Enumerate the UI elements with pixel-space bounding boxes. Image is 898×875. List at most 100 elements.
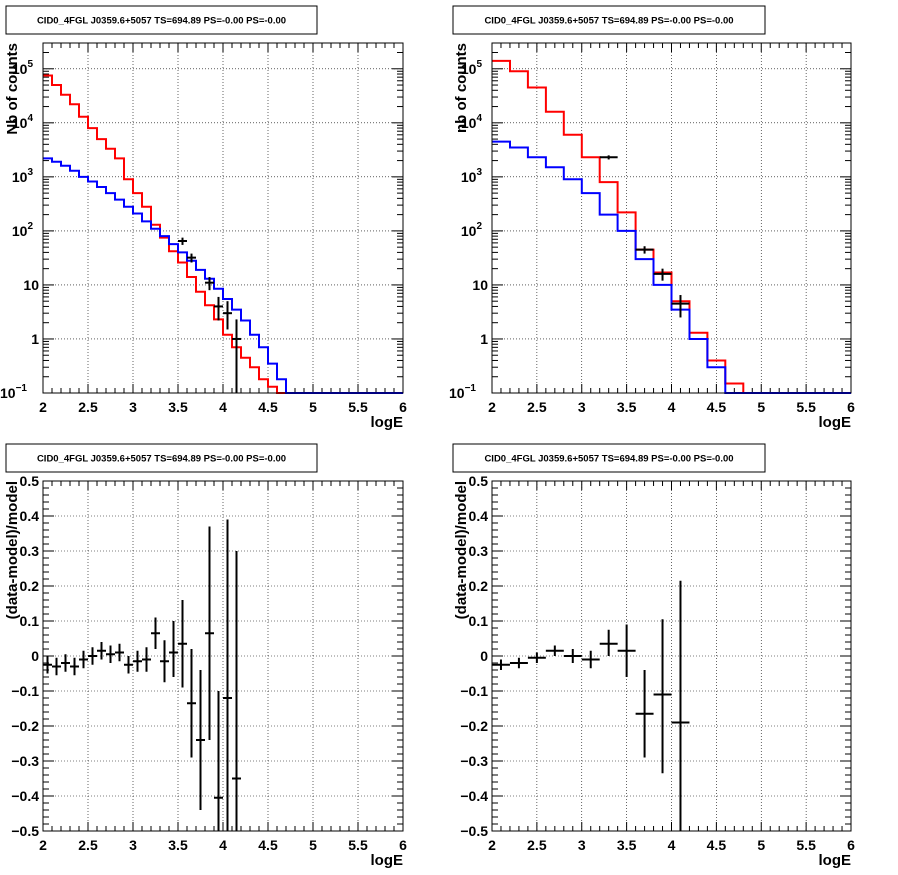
y-axis-label: (data-model)/model xyxy=(4,481,21,619)
data-point xyxy=(635,670,654,758)
chart-title: CID0_4FGL J0359.6+5057 TS=694.89 PS=-0.0… xyxy=(484,454,733,465)
data-point xyxy=(196,670,205,810)
x-tick-label: 3 xyxy=(578,399,586,415)
x-axis-label: logE xyxy=(819,414,852,431)
data-point xyxy=(653,619,672,774)
y-tick-label: −0.4 xyxy=(460,788,488,804)
data-point xyxy=(214,296,223,321)
y-tick-label: 0 xyxy=(480,648,488,664)
y-tick-exponent: 4 xyxy=(27,113,33,124)
y-tick-label: 0.3 xyxy=(20,543,40,559)
data-point xyxy=(671,580,690,831)
chart-title: CID0_4FGL J0359.6+5057 TS=694.89 PS=-0.0… xyxy=(484,16,733,27)
y-tick-label: −0.1 xyxy=(460,683,488,699)
y-tick-label: 1 xyxy=(480,331,488,347)
data-point xyxy=(187,649,196,758)
data-point xyxy=(635,246,654,254)
chart-title: CID0_4FGL J0359.6+5057 TS=694.89 PS=-0.0… xyxy=(37,16,286,27)
data-point xyxy=(160,640,169,683)
data-point xyxy=(232,551,241,831)
x-tick-label: 2 xyxy=(488,399,496,415)
y-tick-label: 0.1 xyxy=(20,613,40,629)
y-tick-label: −0.2 xyxy=(11,718,39,734)
data-point xyxy=(124,656,133,674)
y-tick-label: 10 xyxy=(23,277,39,293)
y-tick-label: 10−1 xyxy=(0,383,27,401)
x-tick-label: 3.5 xyxy=(617,399,637,415)
data-point xyxy=(653,268,672,281)
data-point xyxy=(223,301,232,330)
data-point xyxy=(187,253,196,263)
data-point xyxy=(599,155,618,160)
y-tick-label: 0.2 xyxy=(469,578,489,594)
y-tick-exponent: 5 xyxy=(27,59,33,70)
data-point xyxy=(178,600,187,688)
x-tick-label: 5.5 xyxy=(348,399,368,415)
y-tick-label: 102 xyxy=(461,221,483,239)
x-tick-label: 5.5 xyxy=(348,837,368,853)
data-point xyxy=(205,277,214,291)
x-tick-label: 5 xyxy=(757,837,765,853)
data-point xyxy=(151,617,160,649)
plot-frame xyxy=(491,480,852,832)
x-tick-label: 3 xyxy=(578,837,586,853)
y-tick-exponent: 2 xyxy=(476,221,482,232)
title-box xyxy=(452,5,766,35)
plot-frame xyxy=(42,480,404,832)
x-tick-label: 4 xyxy=(219,837,227,853)
data-point xyxy=(97,642,106,660)
x-tick-label: 3.5 xyxy=(168,837,188,853)
data-point xyxy=(115,643,124,662)
x-tick-label: 6 xyxy=(399,399,407,415)
y-tick-label: −0.2 xyxy=(460,718,488,734)
data-point xyxy=(88,647,97,665)
x-tick-label: 5.5 xyxy=(796,399,816,415)
y-tick-exponent: 2 xyxy=(27,221,33,232)
x-tick-label: 4.5 xyxy=(258,399,278,415)
x-tick-label: 5.5 xyxy=(796,837,816,853)
data-point xyxy=(43,656,52,674)
y-tick-label: 1 xyxy=(31,331,39,347)
x-tick-label: 5 xyxy=(757,399,765,415)
y-tick-label: 0 xyxy=(31,648,39,664)
y-tick-label: −0.3 xyxy=(460,753,488,769)
y-tick-label: −0.5 xyxy=(460,823,488,839)
x-tick-label: 4.5 xyxy=(707,399,727,415)
y-tick-exponent: −1 xyxy=(16,383,28,394)
y-tick-label: 10 xyxy=(472,277,488,293)
y-axis-label: (data-model)/model xyxy=(453,481,470,619)
x-tick-label: 6 xyxy=(847,399,855,415)
y-axis-label: nb of counts xyxy=(453,43,470,133)
x-axis-label: logE xyxy=(371,852,404,869)
x-tick-label: 3 xyxy=(129,399,137,415)
title-box xyxy=(5,443,318,473)
y-tick-exponent: 5 xyxy=(476,59,482,70)
x-tick-label: 2.5 xyxy=(78,399,98,415)
y-tick-label: −0.1 xyxy=(11,683,39,699)
data-point xyxy=(214,691,223,831)
plot-frame xyxy=(42,42,404,394)
x-axis-label: logE xyxy=(371,414,404,431)
x-tick-label: 2.5 xyxy=(78,837,98,853)
x-tick-label: 4 xyxy=(668,399,676,415)
x-tick-label: 4 xyxy=(219,399,227,415)
panel-1: 2 2.5 3 3.5 4 4.5 5 5.5 610−1110102103104105logE… xyxy=(0,5,407,431)
panel-4: 2 2.5 3 3.5 4 4.5 5 5.5 6 −0.5 −0.4 −0.3 −0.2 −0.1 0 0.… xyxy=(452,443,855,869)
x-tick-label: 2 xyxy=(39,837,47,853)
data-point xyxy=(169,621,178,677)
y-tick-label: 103 xyxy=(461,167,483,185)
data-point xyxy=(599,629,618,656)
x-tick-label: 6 xyxy=(399,837,407,853)
data-point xyxy=(106,645,115,663)
y-tick-label: 103 xyxy=(12,167,34,185)
x-tick-label: 4.5 xyxy=(707,837,727,853)
data-point xyxy=(79,650,88,669)
y-axis-label: Nb of counts xyxy=(4,43,21,135)
data-point xyxy=(133,650,142,672)
x-tick-label: 5 xyxy=(309,399,317,415)
y-tick-label: 0.2 xyxy=(20,578,40,594)
x-tick-label: 3.5 xyxy=(168,399,188,415)
y-tick-exponent: 4 xyxy=(476,113,482,124)
data-point xyxy=(52,657,61,676)
model-histogram-red xyxy=(43,74,403,394)
